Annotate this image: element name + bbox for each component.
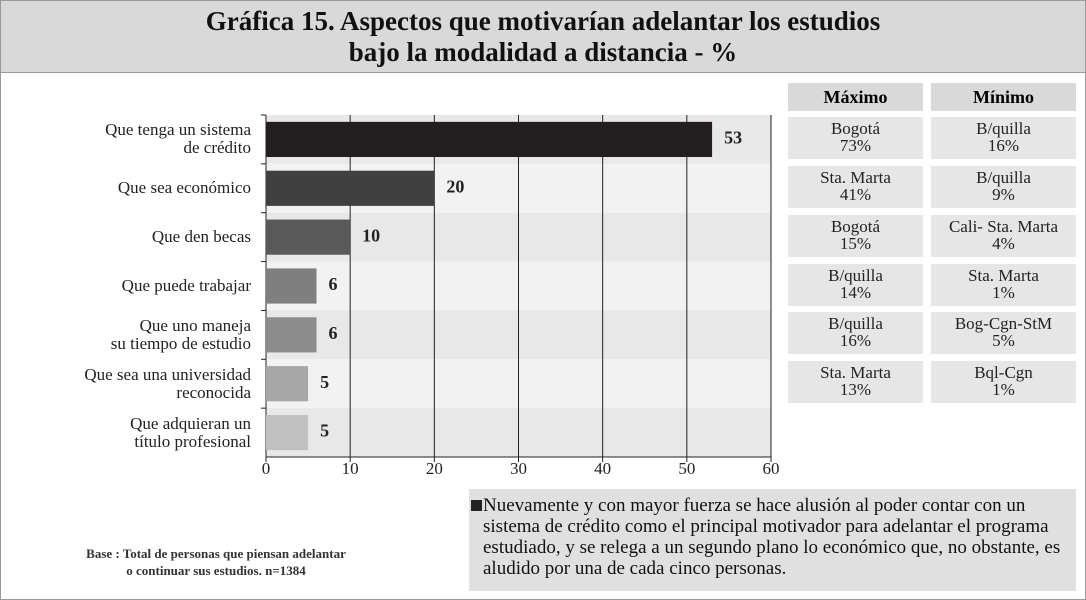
table-header: Máximo — [788, 83, 923, 111]
bar — [266, 414, 309, 451]
value-label: 6 — [329, 323, 338, 343]
chart-title: Gráfica 15. Aspectos que motivarían adel… — [1, 1, 1085, 73]
table-cell: Bog-Cgn-StM 5% — [931, 312, 1076, 355]
bar — [266, 268, 317, 304]
y-tick-label: Que sea económico — [117, 178, 251, 198]
bar — [266, 366, 309, 402]
x-tick-label: 0 — [262, 459, 271, 478]
bar — [266, 219, 351, 255]
x-tick-label: 30 — [510, 459, 527, 478]
y-tick-label: Que tenga un sistema de crédito — [105, 120, 251, 158]
note: Nuevamente y con mayor fuerza se hace al… — [469, 489, 1076, 591]
value-label: 5 — [320, 372, 329, 392]
y-tick-label: Que den becas — [151, 227, 251, 247]
table-cell: Cali- Sta. Marta 4% — [931, 214, 1076, 257]
x-tick-label: 20 — [426, 459, 443, 478]
x-tick-label: 50 — [678, 459, 695, 478]
table-header: Mínimo — [931, 83, 1076, 111]
table-cell: Bogotá 15% — [788, 214, 923, 257]
value-label: 53 — [724, 128, 742, 148]
base-note: Base : Total de personas que piensan ade… — [86, 546, 346, 578]
value-label: 5 — [320, 421, 329, 441]
value-label: 20 — [446, 176, 464, 196]
table-cell: Sta. Marta 41% — [788, 165, 923, 208]
table-cell: Sta. Marta 13% — [788, 361, 923, 404]
x-tick-label: 10 — [342, 459, 359, 478]
y-tick-label: Que puede trabajar — [121, 276, 251, 295]
table-cell: Sta. Marta 1% — [931, 263, 1076, 306]
bar — [266, 317, 317, 353]
value-label: 10 — [362, 225, 380, 245]
x-tick-label: 60 — [763, 459, 780, 478]
x-tick-label: 40 — [594, 459, 611, 478]
table-cell: B/quilla 9% — [931, 165, 1076, 208]
bar — [266, 170, 435, 206]
table-cell: Bogotá 73% — [788, 117, 923, 159]
y-tick-label: Que uno maneja su tiempo de estudio — [110, 315, 251, 353]
table-cell: B/quilla 16% — [788, 312, 923, 355]
table-cell: Bql-Cgn 1% — [931, 361, 1076, 404]
table-cell: B/quilla 16% — [931, 117, 1076, 159]
value-label: 6 — [329, 274, 338, 294]
table-cell: B/quilla 14% — [788, 263, 923, 306]
y-tick-label: Que sea una universidad reconocida — [84, 364, 251, 402]
bar — [266, 121, 713, 158]
y-tick-label: Que adquieran un título profesional — [130, 413, 251, 451]
